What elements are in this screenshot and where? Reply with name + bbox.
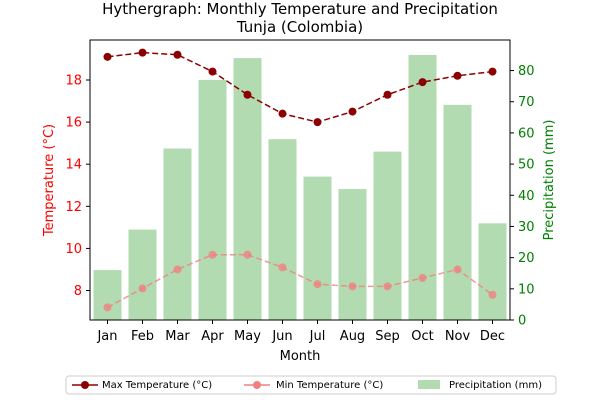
min-temperature-point-jul (313, 280, 322, 289)
right-y-tick-label: 0 (518, 314, 526, 329)
legend-min-label: Min Temperature (°C) (276, 380, 383, 391)
right-y-tick-label: 80 (518, 64, 535, 79)
min-temperature-point-jan (103, 303, 112, 312)
min-temperature-point-mar (173, 265, 182, 274)
right-y-tick-label: 10 (518, 282, 535, 297)
x-tick-label: Apr (201, 329, 224, 344)
right-y-tick-label: 20 (518, 251, 535, 266)
x-axis-label: Month (280, 349, 321, 364)
max-temperature-point-jul (313, 118, 322, 127)
x-tick-label: Nov (445, 329, 471, 344)
precipitation-bar-may (233, 58, 262, 320)
min-temperature-point-apr (208, 250, 217, 259)
x-tick-label: Aug (340, 329, 365, 344)
plot-frame (89, 39, 511, 321)
max-temperature-point-aug (348, 107, 357, 116)
min-temperature-point-jun (278, 263, 287, 272)
legend-precip-label: Precipitation (mm) (449, 380, 542, 391)
legend-min-marker (253, 381, 261, 389)
max-temperature-line (107, 51, 493, 123)
right-y-tick-label: 60 (518, 126, 535, 141)
left-y-axis: 8 10 12 14 16 18 (65, 74, 90, 299)
temperature-lines (103, 48, 497, 312)
min-temperature-point-feb (138, 284, 147, 293)
max-temperature-point-sep (383, 90, 392, 99)
precipitation-bar-feb (128, 229, 157, 320)
left-y-tick-label: 8 (74, 284, 82, 299)
left-y-tick-label: 16 (65, 116, 82, 131)
precipitation-bar-aug (338, 189, 367, 320)
x-tick-label: Jun (271, 329, 292, 344)
max-temperature-point-oct (418, 78, 427, 87)
legend: Max Temperature (°C) Min Temperature (°C… (65, 375, 557, 395)
left-y-tick-label: 12 (65, 200, 82, 215)
right-y-tick-label: 40 (518, 189, 535, 204)
x-tick-label: Feb (131, 329, 154, 344)
max-temperature-point-may (243, 90, 252, 99)
precipitation-bar-apr (198, 79, 227, 320)
right-y-axis: 0 10 20 30 40 50 60 70 80 (510, 64, 535, 329)
max-temperature-point-nov (453, 71, 462, 80)
left-y-axis-label: Temperature (°C) (42, 124, 57, 237)
precipitation-bar-jan (93, 270, 122, 320)
precipitation-bar-nov (443, 104, 472, 320)
min-temperature-point-nov (453, 265, 462, 274)
precipitation-bar-sep (373, 151, 402, 320)
right-y-tick-label: 30 (518, 220, 535, 235)
max-temperature-point-dec (488, 67, 497, 76)
min-temperature-line (107, 253, 493, 309)
right-y-tick-label: 70 (518, 95, 535, 110)
max-temperature-point-mar (173, 50, 182, 59)
max-temperature-point-jan (103, 52, 112, 61)
max-temperature-point-jun (278, 109, 287, 118)
precipitation-bar-dec (478, 223, 507, 320)
x-tick-label: Jul (309, 329, 326, 344)
precipitation-bar-jun (268, 139, 297, 320)
legend-max-label: Max Temperature (°C) (102, 380, 212, 391)
min-temperature-point-dec (488, 290, 497, 299)
x-tick-label: Jan (96, 329, 117, 344)
legend-precip-swatch (418, 380, 440, 389)
x-tick-label: Mar (165, 329, 190, 344)
left-y-tick-label: 14 (65, 158, 82, 173)
precipitation-bar-jul (303, 176, 332, 320)
precipitation-bars (93, 54, 507, 320)
max-temperature-point-feb (138, 48, 147, 57)
x-tick-label: Sep (375, 329, 400, 344)
right-y-tick-label: 50 (518, 158, 535, 173)
legend-max-marker (81, 381, 89, 389)
x-tick-label: Oct (411, 329, 433, 344)
right-y-axis-label: Precipitation (mm) (542, 120, 557, 241)
chart-subtitle: Tunja (Colombia) (236, 18, 363, 36)
max-temperature-point-apr (208, 67, 217, 76)
chart-title: Hythergraph: Monthly Temperature and Pre… (102, 0, 498, 18)
left-y-tick-label: 18 (65, 74, 82, 89)
x-axis: Jan Feb Mar Apr May Jun Jul Aug Sep Oct Nov Dec (96, 320, 505, 344)
min-temperature-point-sep (383, 282, 392, 291)
min-temperature-point-may (243, 250, 252, 259)
x-tick-label: May (234, 329, 261, 344)
precipitation-bar-mar (163, 148, 192, 320)
x-tick-label: Dec (480, 329, 505, 344)
min-temperature-point-aug (348, 282, 357, 291)
left-y-tick-label: 10 (65, 242, 82, 257)
min-temperature-point-oct (418, 273, 427, 282)
